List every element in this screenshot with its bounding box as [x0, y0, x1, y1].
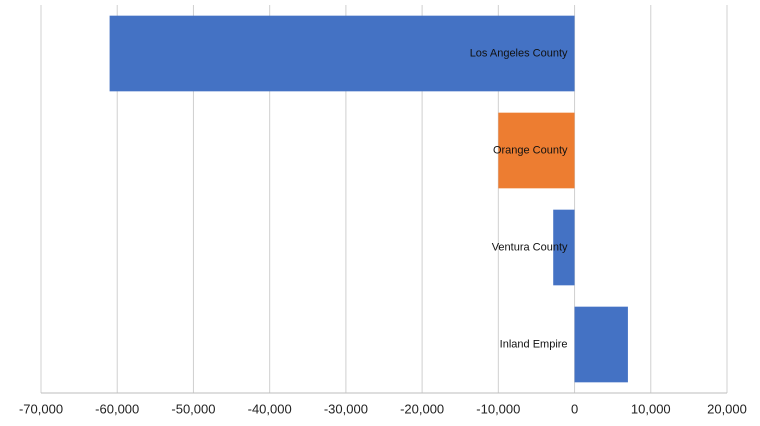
x-tick-label: -60,000 — [95, 401, 139, 416]
x-tick-label: -20,000 — [400, 401, 444, 416]
x-tick-label: 0 — [571, 401, 578, 416]
x-tick-label: -50,000 — [171, 401, 215, 416]
bar — [498, 112, 575, 189]
bar — [553, 209, 575, 286]
x-tick-label: -70,000 — [19, 401, 63, 416]
x-tick-label: 10,000 — [631, 401, 671, 416]
category-label: Ventura County — [492, 241, 568, 253]
bar — [574, 306, 628, 383]
x-tick-label: -40,000 — [248, 401, 292, 416]
x-tick-label: 20,000 — [707, 401, 747, 416]
x-tick-label: -30,000 — [324, 401, 368, 416]
category-label: Inland Empire — [500, 338, 568, 350]
x-tick-label: -10,000 — [476, 401, 520, 416]
category-label: Los Angeles County — [470, 47, 568, 59]
bar — [109, 15, 575, 92]
category-label: Orange County — [493, 144, 568, 156]
